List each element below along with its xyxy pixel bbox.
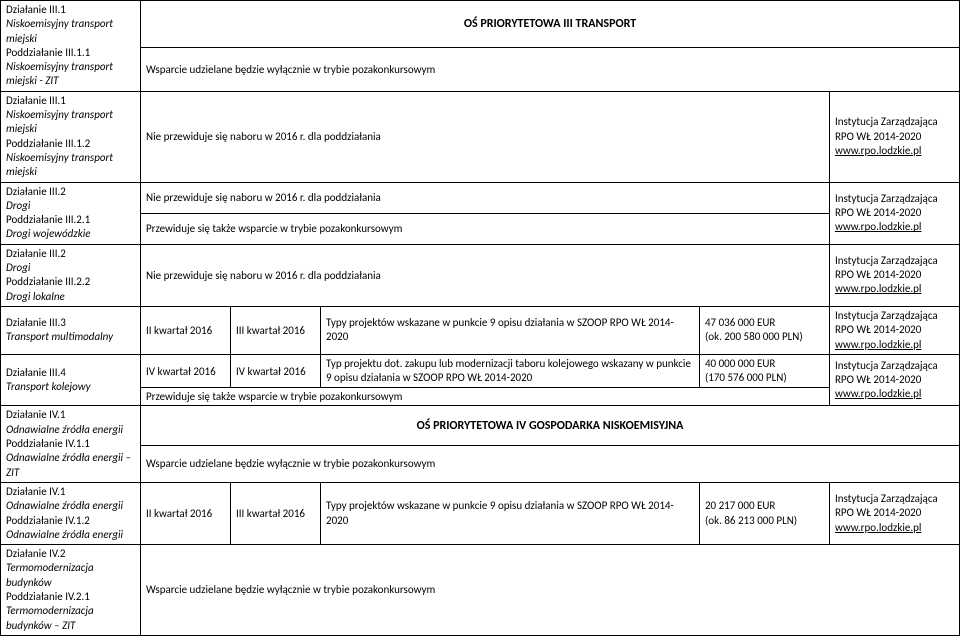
row-iii-3-left: Działanie III.3 Transport multimodalny [1, 306, 141, 354]
row-iv-2-1-left: Działanie IV.2 Termomodernizacja budynkó… [1, 545, 141, 636]
iz-link[interactable]: www.rpo.lodzkie.pl [835, 220, 921, 233]
dz: Działanie IV.2 [6, 547, 65, 560]
pod: Poddziałanie III.1.1 [6, 46, 90, 59]
amt1: 20 217 000 EUR [705, 499, 775, 512]
row-iii-4-q2: IV kwartał 2016 [231, 354, 321, 388]
pod: Poddziałanie IV.1.1 [6, 437, 90, 450]
row-iii-1-2-left: Działanie III.1 Niskoemisyjny transport … [1, 91, 141, 182]
dz: Działanie III.2 [6, 247, 66, 260]
dz-name: Niskoemisyjny transport miejski [6, 108, 113, 135]
row-iv-1-2-right: Instytucja Zarządzająca RPO WŁ 2014-2020… [829, 482, 959, 544]
iz-link[interactable]: www.rpo.lodzkie.pl [835, 521, 921, 534]
pod-name: Odnawialne źródła energii – ZIT [6, 451, 131, 478]
dz-name: Transport multimodalny [6, 330, 113, 343]
row-iii-3-right: Instytucja Zarządzająca RPO WŁ 2014-2020… [829, 306, 959, 354]
dz: Działanie IV.1 [6, 408, 65, 421]
row-iv-1-2-amount: 20 217 000 EUR (ok. 86 213 000 PLN) [699, 482, 829, 544]
row-iii-4-right: Instytucja Zarządzająca RPO WŁ 2014-2020… [829, 354, 959, 406]
row-iv-1-2-desc: Typy projektów wskazane w punkcie 9 opis… [321, 482, 700, 544]
section-iii-header: OŚ PRIORYTETOWA III TRANSPORT [141, 1, 960, 48]
iz-link[interactable]: www.rpo.lodzkie.pl [835, 338, 921, 351]
iz2: RPO WŁ 2014-2020 [835, 506, 921, 519]
row-iii-1-2-right: Instytucja Zarządzająca RPO WŁ 2014-2020… [829, 91, 959, 182]
row-iii-2-1-content-b: Przewiduje się także wsparcie w trybie p… [141, 213, 830, 244]
pod: Poddziałanie IV.1.2 [6, 514, 90, 527]
dz: Działanie III.1 [6, 94, 66, 107]
row-iii-2-1-right: Instytucja Zarządzająca RPO WŁ 2014-2020… [829, 182, 959, 244]
row-iii-2-2-right: Instytucja Zarządzająca RPO WŁ 2014-2020… [829, 244, 959, 306]
dz-name: Drogi [6, 261, 30, 274]
dz-name: Termomodernizacja budynków [6, 561, 94, 588]
row-iv-2-1-content: Wsparcie udzielane będzie wyłącznie w tr… [141, 545, 960, 636]
pod-name: Drogi wojewódzkie [6, 227, 90, 240]
pod-name: Niskoemisyjny transport miejski - ZIT [6, 60, 113, 87]
row-iv-1-1-content: Wsparcie udzielane będzie wyłącznie w tr… [141, 445, 960, 482]
dz-name: Odnawialne źródła energii [6, 499, 123, 512]
iz1: Instytucja Zarządzająca [835, 115, 938, 128]
dz-name: Transport kolejowy [6, 380, 91, 393]
iz1: Instytucja Zarządzająca [835, 192, 938, 205]
amt2: (170 576 000 PLN) [705, 371, 787, 384]
iz2: RPO WŁ 2014-2020 [835, 268, 921, 281]
row-iii-4-desc: Typ projektu dot. zakupu lub modernizacj… [321, 354, 700, 388]
row-iii-2-1-left: Działanie III.2 Drogi Poddziałanie III.2… [1, 182, 141, 244]
row-iii-4-left: Działanie III.4 Transport kolejowy [1, 354, 141, 406]
dz-name: Niskoemisyjny transport miejski [6, 17, 113, 44]
dz: Działanie III.3 [6, 316, 66, 329]
pod-name: Termomodernizacja budynków – ZIT [6, 604, 94, 631]
dz: Działanie IV.1 [6, 485, 65, 498]
pod-name: Drogi lokalne [6, 290, 65, 303]
iz2: RPO WŁ 2014-2020 [835, 130, 921, 143]
amt1: 40 000 000 EUR [705, 357, 775, 370]
row-iv-1-2-q2: III kwartał 2016 [231, 482, 321, 544]
pod: Poddziałanie IV.2.1 [6, 590, 90, 603]
dz-name: Odnawialne źródła energii [6, 423, 123, 436]
row-iii-2-1-content-a: Nie przewiduje się naboru w 2016 r. dla … [141, 182, 830, 213]
iz2: RPO WŁ 2014-2020 [835, 206, 921, 219]
dz: Działanie III.2 [6, 185, 66, 198]
row-iii-2-2-left: Działanie III.2 Drogi Poddziałanie III.2… [1, 244, 141, 306]
dz: Działanie III.4 [6, 366, 66, 379]
section-iv-header: OŚ PRIORYTETOWA IV GOSPODARKA NISKOEMISY… [141, 406, 960, 445]
row-iii-3-q2: III kwartał 2016 [231, 306, 321, 354]
row-iii-4-q1: IV kwartał 2016 [141, 354, 231, 388]
iz-link[interactable]: www.rpo.lodzkie.pl [835, 282, 921, 295]
row-iii-1-2-content: Nie przewiduje się naboru w 2016 r. dla … [141, 91, 830, 182]
amt2: (ok. 86 213 000 PLN) [705, 514, 797, 527]
iz1: Instytucja Zarządzająca [835, 359, 938, 372]
row-iii-2-2-content: Nie przewiduje się naboru w 2016 r. dla … [141, 244, 830, 306]
row-iv-1-2-left: Działanie IV.1 Odnawialne źródła energii… [1, 482, 141, 544]
row-iv-1-1-left: Działanie IV.1 Odnawialne źródła energii… [1, 406, 141, 482]
pod-name: Niskoemisyjny transport miejski [6, 151, 113, 178]
amt1: 47 036 000 EUR [705, 316, 775, 329]
row-iii-1-1-left: Działanie III.1 Niskoemisyjny transport … [1, 1, 141, 92]
pod: Poddziałanie III.2.2 [6, 275, 90, 288]
pod: Poddziałanie III.2.1 [6, 213, 90, 226]
amt2: (ok. 200 580 000 PLN) [705, 330, 803, 343]
row-iv-1-2-q1: II kwartał 2016 [141, 482, 231, 544]
row-iii-4-amount: 40 000 000 EUR (170 576 000 PLN) [699, 354, 829, 388]
pod-name: Odnawialne źródła energii [6, 528, 123, 541]
iz2: RPO WŁ 2014-2020 [835, 323, 921, 336]
row-iii-3-desc: Typy projektów wskazane w punkcie 9 opis… [321, 306, 700, 354]
row-iii-3-q1: II kwartał 2016 [141, 306, 231, 354]
dz: Działanie III.1 [6, 3, 66, 16]
iz-link[interactable]: www.rpo.lodzkie.pl [835, 387, 921, 400]
iz2: RPO WŁ 2014-2020 [835, 373, 921, 386]
row-iii-4-content-b: Przewiduje się także wsparcie w trybie p… [141, 388, 830, 406]
iz1: Instytucja Zarządzająca [835, 309, 938, 322]
pod: Poddziałanie III.1.2 [6, 137, 90, 150]
iz1: Instytucja Zarządzająca [835, 492, 938, 505]
iz-link[interactable]: www.rpo.lodzkie.pl [835, 144, 921, 157]
dz-name: Drogi [6, 199, 30, 212]
row-iii-3-amount: 47 036 000 EUR (ok. 200 580 000 PLN) [699, 306, 829, 354]
iz1: Instytucja Zarządzająca [835, 254, 938, 267]
row-iii-1-1-content: Wsparcie udzielane będzie wyłącznie w tr… [141, 47, 960, 91]
